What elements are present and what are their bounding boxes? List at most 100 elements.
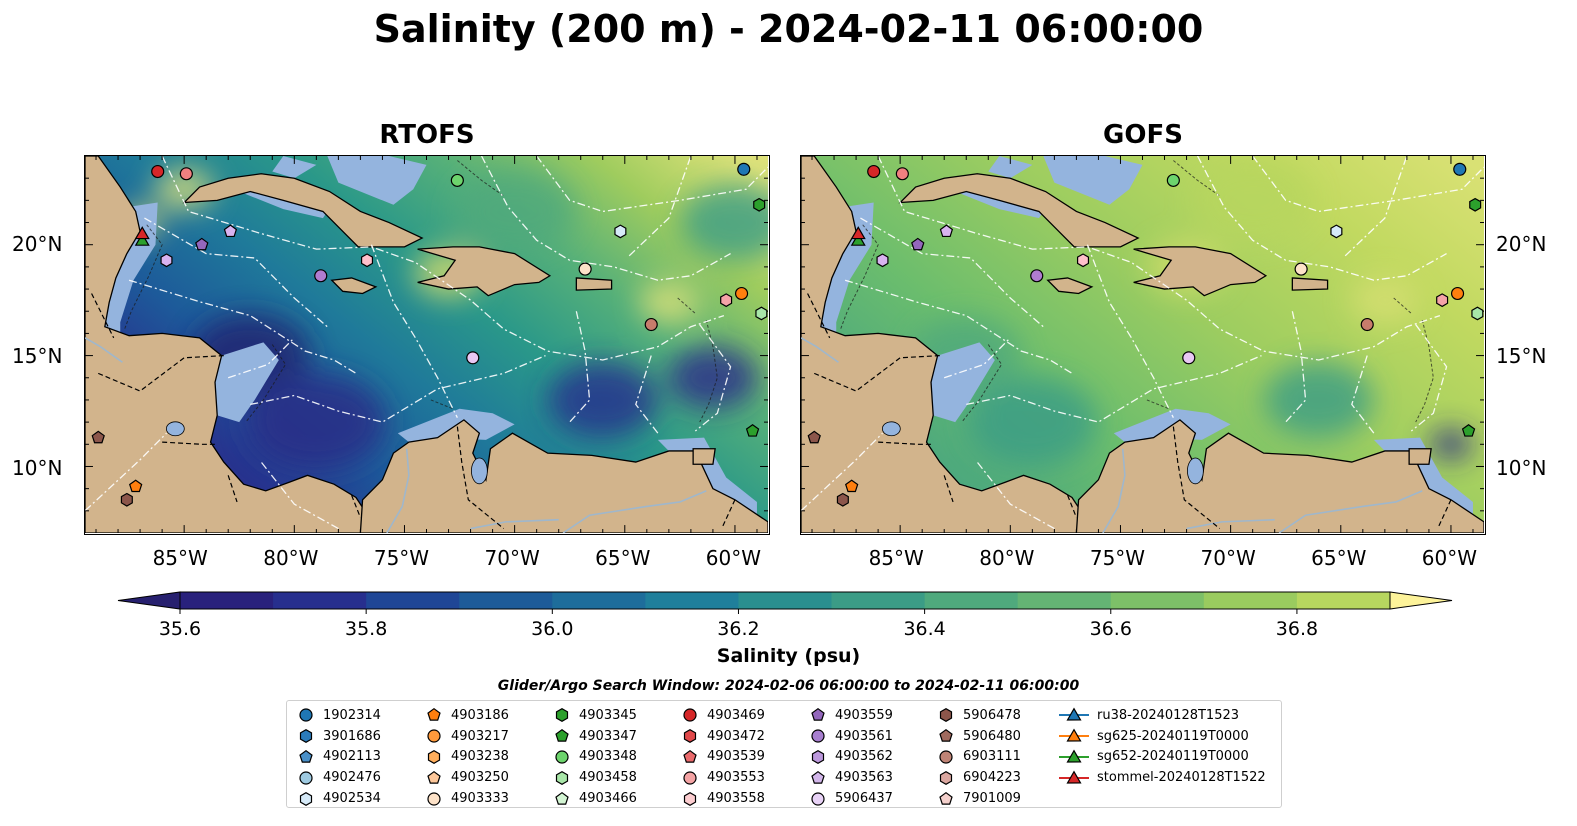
country-border: [1437, 499, 1452, 529]
legend-label: 7901009: [963, 791, 1021, 807]
float-marker-5906480: [807, 430, 821, 444]
longitude-tick-label: 85°W: [868, 546, 924, 570]
float-marker-5906437: [1182, 351, 1196, 365]
land-puerto-rico: [575, 277, 613, 291]
legend-label: ru38-20240128T1523: [1097, 707, 1240, 723]
legend-item: 4902476: [297, 767, 381, 788]
colorbar-segment: [366, 592, 460, 609]
river: [1278, 490, 1423, 533]
float-marker-6903111: [1360, 317, 1374, 332]
float-marker-stommel-20240128T1522: [134, 226, 150, 240]
float-marker-sg652-20240119T0000: [134, 232, 150, 246]
float-marker-4903347: [745, 424, 760, 437]
colorbar-segment: [1296, 592, 1391, 609]
legend-marker-o: [683, 708, 697, 722]
longitude-tick-label: 80°W: [263, 546, 319, 570]
river: [470, 518, 559, 530]
float-marker-4903333: [1294, 262, 1308, 276]
float-marker-4903333: [578, 262, 592, 276]
colorbar-segment: [1017, 592, 1112, 609]
eez-boundary: [1410, 324, 1448, 432]
float-marker-4903553: [179, 167, 193, 181]
float-marker-4903345: [753, 197, 766, 212]
lake-maracaibo: [1187, 457, 1204, 485]
legend-marker-pent: [299, 749, 313, 763]
colorbar-tick-label: 36.6: [1090, 618, 1132, 640]
legend-marker-hex: [555, 770, 569, 785]
legend-marker-hex: [427, 749, 441, 764]
colorbar-segment: [831, 592, 926, 609]
float-marker-4903217: [1450, 286, 1465, 301]
legend-item: 4903347: [553, 726, 637, 747]
eez-boundary: [1196, 156, 1447, 281]
legend-item: 4902534: [297, 788, 381, 809]
legend-item: 4903559: [809, 705, 893, 726]
legend-label: 1902314: [323, 707, 381, 723]
legend-label: stommel-20240128T1522: [1097, 770, 1266, 786]
colorbar-segment: [1110, 592, 1205, 609]
float-marker-1902314: [1453, 162, 1467, 176]
float-marker-5906478: [120, 492, 133, 507]
float-marker-stommel-20240128T1522: [850, 226, 866, 240]
eez-boundary: [1351, 355, 1375, 434]
country-border: [814, 355, 940, 392]
continental-shelf: [272, 156, 317, 179]
figure-title: Salinity (200 m) - 2024-02-11 06:00:00: [373, 7, 1204, 51]
legend-label: 5906437: [835, 791, 893, 807]
eez-boundary: [370, 244, 458, 419]
legend-item: 4903472: [681, 726, 765, 747]
land-jamaica: [1046, 277, 1094, 295]
colorbar-segment: [645, 592, 739, 609]
country-border: [162, 441, 216, 445]
colorbar-label: Salinity (psu): [716, 645, 861, 667]
colorbar-tick-label: 36.4: [903, 618, 945, 640]
search-window-text: Glider/Argo Search Window: 2024-02-06 06…: [497, 678, 1080, 694]
colorbar-segment: [738, 592, 833, 609]
legend-item: ru38-20240128T1523: [1059, 705, 1266, 726]
continental-shelf: [1043, 156, 1143, 205]
longitude-tick-label: 85°W: [152, 546, 208, 570]
country-border: [878, 441, 932, 445]
isobath: [1146, 399, 1170, 410]
lake-maracaibo: [471, 457, 488, 485]
continental-shelf: [820, 187, 874, 334]
river: [562, 490, 707, 533]
country-border: [1067, 495, 1077, 518]
legend-column: 5906478 5906480 6903111 6904223 7901009: [937, 705, 1021, 809]
longitude-tick-label: 80°W: [979, 546, 1035, 570]
legend-column: 4903186 4903217 4903238 4903250 4903333: [425, 705, 509, 809]
land-cuba: [182, 173, 424, 248]
legend-item: 4903563: [809, 767, 893, 788]
eez-boundary: [694, 324, 732, 432]
legend-marker-pent: [555, 791, 569, 805]
latitude-tick-label: 15°N: [12, 344, 63, 369]
country-border: [98, 355, 224, 392]
isobath: [677, 297, 696, 314]
eez-boundary: [260, 461, 339, 530]
land-trinidad: [692, 448, 716, 465]
longitude-tick-label: 75°W: [373, 546, 430, 570]
rtofs-map: [84, 155, 770, 535]
legend-item: 4903238: [425, 747, 509, 768]
legend-item: 4903466: [553, 788, 637, 809]
legend-item: 4903348: [553, 747, 637, 768]
legend-marker-pent: [811, 770, 825, 784]
panel-title-gofs: GOFS: [1103, 120, 1183, 150]
land-south-america: [1075, 419, 1484, 533]
float-marker-5906437: [466, 351, 480, 365]
legend-label: 6903111: [963, 749, 1021, 765]
legend-marker-pent: [427, 708, 441, 722]
legend-label: 4903472: [707, 728, 765, 744]
legend-marker-hex: [555, 708, 569, 723]
colorbar-tick-label: 36.8: [1276, 618, 1318, 640]
lake-nicaragua: [165, 421, 185, 437]
legend-marker-o: [811, 791, 825, 806]
eez-boundary: [844, 279, 1073, 374]
river: [85, 337, 123, 363]
land-puerto-rico: [1291, 277, 1329, 291]
legend-item: 4903562: [809, 747, 893, 768]
float-marker-4903186: [845, 479, 859, 493]
salinity-colorbar: 35.6 35.8 36.0 36.2 36.4 36.6 36.8: [117, 591, 1453, 640]
legend-item: 4903553: [681, 767, 765, 788]
legend-marker-hex: [299, 791, 313, 806]
